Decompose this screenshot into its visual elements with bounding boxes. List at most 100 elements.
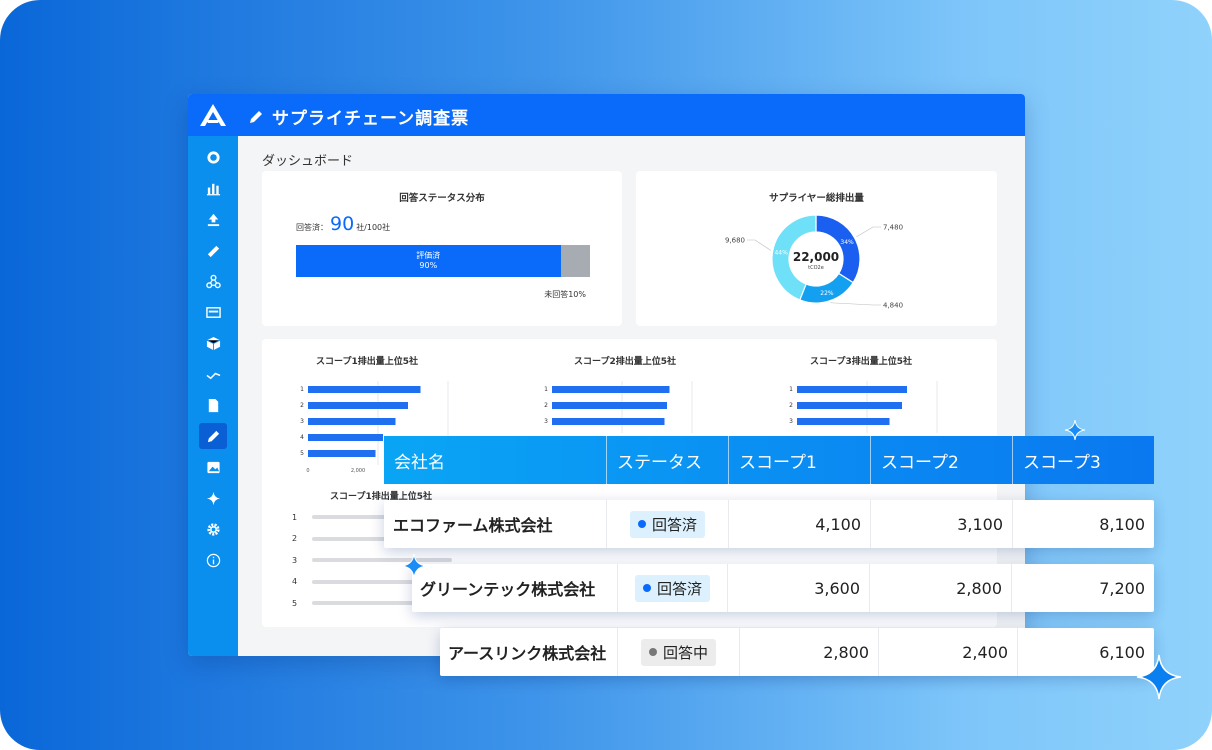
bar	[797, 402, 902, 409]
sidebar-item-analytics[interactable]	[199, 175, 227, 201]
header-status[interactable]: ステータス	[607, 436, 729, 484]
category-label: 2	[544, 402, 548, 409]
tick-label: 2,000	[351, 468, 365, 474]
bar	[552, 402, 667, 409]
rank-bar-placeholder	[312, 515, 452, 519]
header-scope3[interactable]: スコープ3	[1023, 452, 1101, 473]
sidebar-item-documents[interactable]	[199, 392, 227, 418]
sidebar-item-images[interactable]	[199, 454, 227, 480]
bar-chart-icon	[206, 183, 220, 195]
sidebar-item-products[interactable]	[199, 330, 227, 356]
donut-center-unit: tCO2e	[808, 265, 824, 271]
rank-bar-placeholder	[312, 536, 452, 541]
status-cell: 回答済	[618, 564, 728, 612]
status-dot	[642, 584, 651, 592]
ruler-icon	[207, 245, 219, 257]
slice-percent-label: 44%	[774, 249, 788, 256]
sidebar-item-measure[interactable]	[199, 237, 227, 263]
donut-center-value: 22,000	[793, 250, 839, 264]
scope1-value: 2,800	[740, 628, 879, 676]
unanswered-label: 未回答10%	[544, 290, 586, 299]
sparkle-icon	[1064, 419, 1086, 441]
status-badge: 回答中	[640, 638, 716, 666]
evaluated-label: 評価済	[416, 251, 441, 261]
bar	[308, 386, 421, 393]
app-logo-icon[interactable]	[198, 102, 228, 128]
status-text: 回答済	[651, 515, 697, 534]
sidebar-item-survey[interactable]	[199, 423, 227, 449]
table-row[interactable]: アースリンク株式会社 回答中 2,800 2,400 6,100	[440, 628, 1154, 676]
slice-value-label: 7,480	[883, 224, 903, 232]
sidebar-item-ai[interactable]	[199, 485, 227, 511]
bar	[797, 418, 890, 425]
app-window: サプライチェーン調査票	[188, 94, 1025, 656]
rank-bar-placeholder	[312, 579, 452, 584]
header-scope2[interactable]: スコープ2	[871, 436, 1013, 484]
slice-value-label: 4,840	[883, 302, 903, 310]
scope1-chart-title: スコープ1排出量上位5社	[316, 357, 418, 367]
bar	[308, 402, 408, 409]
slice-percent-label: 22%	[820, 290, 834, 297]
rank-bar-placeholder	[312, 558, 452, 562]
bar	[308, 418, 396, 425]
header-scope1[interactable]: スコープ1	[729, 436, 871, 484]
sidebar-item-cards[interactable]	[199, 299, 227, 325]
bar	[797, 386, 907, 393]
scope3-value: 8,100	[1099, 514, 1145, 534]
scope3-value: 6,100	[1099, 642, 1145, 662]
category-label: 3	[789, 418, 793, 425]
answered-value: 90	[330, 213, 355, 235]
category-label: 5	[300, 450, 304, 457]
slice-value-label: 9,680	[725, 237, 745, 245]
sidebar-item-info[interactable]	[199, 547, 227, 573]
header-company[interactable]: 会社名	[384, 436, 607, 484]
status-text: 回答済	[656, 579, 702, 598]
overlay-table-header: 会社名 ステータス スコープ1 スコープ2 スコープ3	[384, 436, 1154, 484]
scope3-chart-title: スコープ3排出量上位5社	[810, 357, 912, 367]
app-title-group: サプライチェーン調査票	[248, 104, 469, 129]
table-row[interactable]: グリーンテック株式会社 回答済 3,600 2,800 7,200	[412, 564, 1154, 612]
donut-slice	[815, 214, 861, 284]
category-label: 2	[300, 402, 304, 409]
evaluated-bar-fill[interactable]: 評価済 90%	[296, 245, 561, 277]
table-row[interactable]: エコファーム株式会社 回答済 4,100 3,100 8,100	[384, 500, 1154, 548]
box-icon	[206, 336, 220, 350]
rank-number: 2	[292, 534, 298, 543]
rank-row: 1	[292, 511, 452, 523]
sidebar-item-dashboard[interactable]	[199, 144, 227, 170]
sidebar-item-upload[interactable]	[199, 206, 227, 232]
company-name: エコファーム株式会社	[384, 500, 607, 548]
category-label: 1	[544, 386, 548, 393]
sidebar-item-network[interactable]	[199, 268, 227, 294]
scope1-value: 4,100	[729, 500, 871, 548]
answered-prefix: 回答済：	[296, 223, 328, 232]
emission-card: サプライヤー総排出量 34% 7,480 22% 4,840 44% 9,680 22,00…	[636, 171, 997, 326]
status-text: 回答中	[662, 643, 708, 662]
status-card-title: 回答ステータス分布	[399, 193, 485, 204]
leader-line	[830, 302, 881, 306]
trend-icon	[205, 372, 220, 379]
bar	[308, 434, 383, 441]
scope2-chart-title: スコープ2排出量上位5社	[574, 357, 676, 367]
rank-number: 5	[292, 598, 298, 608]
page-title: ダッシュボード	[262, 154, 354, 169]
emission-card-title: サプライヤー総排出量	[769, 193, 864, 204]
sparkle-icon	[1136, 654, 1182, 700]
upload-icon	[207, 213, 219, 226]
sidebar-item-trends[interactable]	[199, 361, 227, 387]
status-cell: 回答中	[618, 628, 740, 676]
rank-bar-placeholder	[312, 601, 452, 605]
donut-slice	[771, 214, 817, 301]
rank-number: 4	[292, 577, 298, 586]
bar	[552, 418, 665, 425]
card-icon	[205, 306, 221, 318]
status-cell: 回答済	[607, 500, 729, 548]
pencil-icon	[250, 110, 262, 123]
status-dot	[637, 520, 646, 528]
sidebar-item-settings[interactable]	[199, 516, 227, 542]
status-dot	[648, 648, 657, 656]
pencil-icon	[207, 430, 219, 442]
company-name: アースリンク株式会社	[440, 628, 618, 676]
